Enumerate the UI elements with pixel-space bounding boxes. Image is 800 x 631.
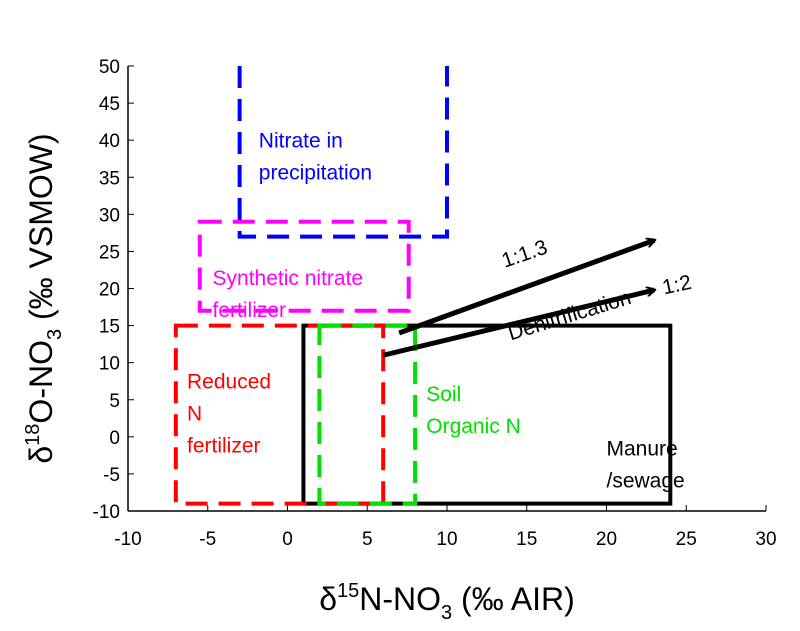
region-label: Nitrate in precipitation bbox=[259, 130, 372, 185]
y-tick-label: 35 bbox=[99, 168, 120, 189]
x-tick-label: -5 bbox=[199, 529, 216, 550]
region-label: Manure/sewage bbox=[607, 437, 685, 492]
region-label: Soil Organic N bbox=[426, 383, 521, 438]
arrow-label-1-1-3: 1:1.3 bbox=[499, 236, 551, 273]
x-tick-label: 15 bbox=[516, 529, 537, 550]
x-tick-label: 0 bbox=[282, 529, 293, 550]
x-tick-label: 20 bbox=[596, 529, 617, 550]
y-tick-label: -10 bbox=[93, 502, 120, 523]
y-tick-label: 20 bbox=[99, 280, 120, 301]
y-tick-label: 45 bbox=[99, 94, 120, 115]
x-tick-label: 25 bbox=[676, 529, 697, 550]
y-tick-label: 40 bbox=[99, 131, 120, 152]
y-tick-label: 5 bbox=[109, 391, 120, 412]
y-tick-label: 10 bbox=[99, 354, 120, 375]
x-tick-label: 5 bbox=[362, 529, 373, 550]
y-axis-title: δ18O-NO3 (‰ VSMOW) bbox=[22, 133, 66, 463]
region-label: Synthetic nitrate fertilizer bbox=[213, 267, 364, 322]
arrow-1-2 bbox=[382, 290, 654, 358]
y-tick-label: 30 bbox=[99, 205, 120, 226]
region-synthetic-nitrate-fertilizer bbox=[197, 219, 411, 313]
y-tick-label: 50 bbox=[99, 57, 120, 78]
x-tick-label: 10 bbox=[436, 529, 457, 550]
x-tick-label: -10 bbox=[114, 529, 141, 550]
y-tick-label: 15 bbox=[99, 317, 120, 338]
arrow-label-1-2: 1:2 bbox=[660, 271, 693, 300]
y-tick-label: 0 bbox=[109, 428, 120, 449]
region-manure-sewage bbox=[301, 323, 673, 506]
denitrification-label: Denitrification bbox=[505, 286, 633, 345]
x-tick-label: 30 bbox=[755, 529, 776, 550]
region-nitrate-in-precipitation bbox=[237, 66, 449, 239]
x-axis-title: δ15N-NO3 (‰ AIR) bbox=[319, 580, 575, 624]
region-soil-organic-n bbox=[317, 323, 418, 506]
region-reduced-n-fertilizer bbox=[173, 323, 386, 506]
y-tick-label: -5 bbox=[103, 465, 120, 486]
arrow-1-1-3 bbox=[398, 240, 654, 336]
y-tick-label: 25 bbox=[99, 242, 120, 263]
